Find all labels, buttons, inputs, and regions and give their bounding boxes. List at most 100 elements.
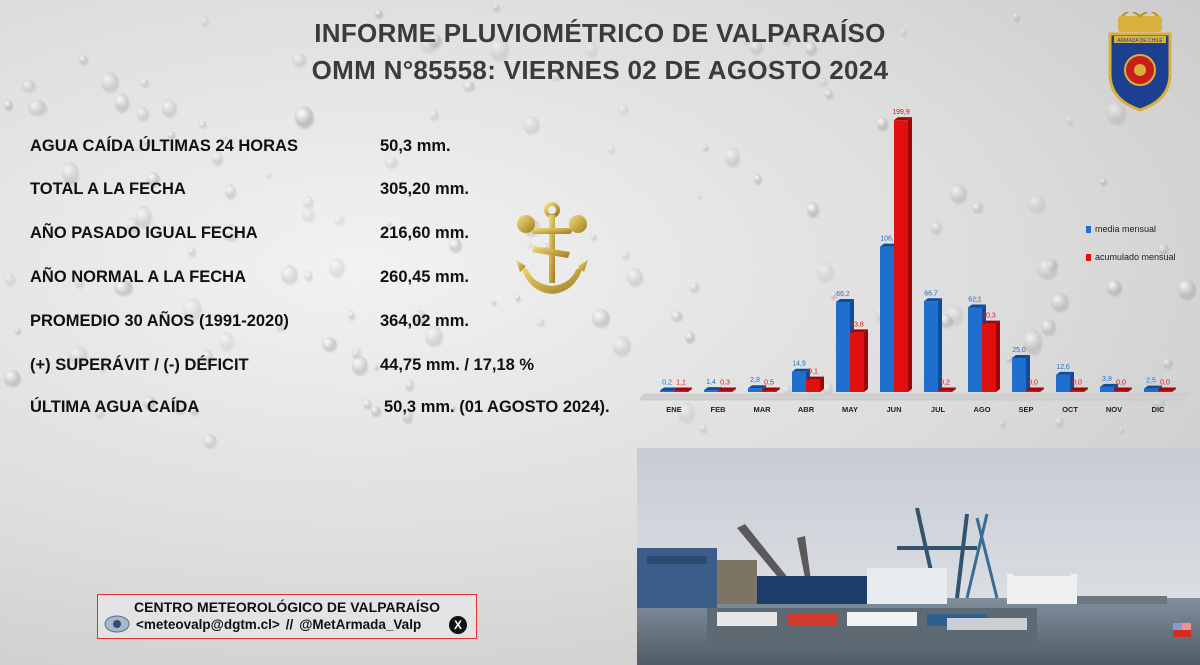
bar-side <box>1084 387 1088 392</box>
raindrop <box>1012 12 1019 20</box>
data-label: 66,7 <box>924 290 938 297</box>
bar-top <box>968 304 986 308</box>
bar-side <box>952 387 956 392</box>
raindrop <box>352 347 362 357</box>
stat-label: AÑO NORMAL A LA FECHA <box>30 268 247 286</box>
raindrop <box>147 171 160 186</box>
x-tick-label: ENE <box>666 405 681 414</box>
bar-side <box>996 320 1000 392</box>
raindrop <box>947 304 963 324</box>
bar-top <box>806 376 824 380</box>
footer-email[interactable]: <meteovalp@dgtm.cl> <box>136 617 280 632</box>
footer-handle[interactable]: @MetArmada_Valp <box>299 617 422 632</box>
bar-acumulado-mensual <box>762 390 776 392</box>
bar-media-mensual <box>660 390 674 392</box>
raindrop <box>68 345 87 363</box>
bar-top <box>1144 385 1162 389</box>
raindrop <box>404 379 414 390</box>
bar-acumulado-mensual <box>1070 390 1084 392</box>
bar-acumulado-mensual <box>894 120 908 393</box>
bar-top <box>748 385 766 389</box>
raindrop <box>824 88 832 98</box>
raindrop <box>3 370 20 385</box>
raindrop <box>462 80 475 91</box>
raindrop <box>302 195 313 208</box>
raindrop <box>724 146 739 166</box>
data-label: 0,2 <box>662 380 672 387</box>
raindrop <box>678 402 695 422</box>
raindrop <box>265 171 272 178</box>
raindrop <box>742 37 749 44</box>
raindrop <box>448 237 462 251</box>
data-label: 50,3 <box>982 313 996 320</box>
raindrop <box>1107 280 1122 295</box>
raindrop <box>161 98 177 116</box>
data-label: 0,0 <box>1028 380 1038 387</box>
raindrop <box>332 214 344 224</box>
raindrop <box>419 35 437 51</box>
raindrop <box>321 337 337 350</box>
bar-top <box>660 387 678 391</box>
bar-top <box>894 117 912 121</box>
emblem-text: ARMADA DE CHILE <box>1117 38 1163 44</box>
bar-acumulado-mensual <box>1026 390 1040 392</box>
raindrop <box>142 136 150 145</box>
email-badge-icon <box>104 615 130 633</box>
stat-value: 50,3 mm. <box>380 137 451 155</box>
raindrop <box>1028 194 1045 213</box>
data-label: 1,1 <box>676 380 686 387</box>
bar-acumulado-mensual <box>1114 390 1128 392</box>
bar-media-mensual <box>748 388 762 392</box>
footer-contact-line: <meteovalp@dgtm.cl> // @MetArmada_Valp <box>136 617 421 632</box>
raindrop <box>410 309 426 324</box>
raindrop <box>94 407 104 417</box>
chart-floor <box>640 393 1189 401</box>
raindrop <box>490 37 508 60</box>
raindrop <box>139 78 149 86</box>
anchor-emblem-icon <box>516 202 588 294</box>
bar-side <box>688 387 692 392</box>
stat-label: PROMEDIO 30 AÑOS (1991-2020) <box>30 312 289 330</box>
x-tick-label: NOV <box>1106 405 1122 414</box>
raindrop <box>301 208 315 220</box>
raindrop <box>805 41 816 54</box>
raindrop <box>1117 426 1124 433</box>
bar-media-mensual <box>792 371 806 392</box>
raindrop <box>1100 177 1106 185</box>
data-label: 0,3 <box>720 380 730 387</box>
legend-swatch <box>1086 254 1091 261</box>
raindrop <box>817 261 833 282</box>
bar-acumulado-mensual <box>938 390 952 392</box>
raindrop <box>347 309 355 319</box>
data-label: 2,8 <box>750 377 760 384</box>
raindrop <box>591 234 596 239</box>
raindrop <box>750 40 763 53</box>
bar-media-mensual <box>1100 386 1114 392</box>
bar-side <box>1128 387 1132 392</box>
raindrop <box>1023 328 1042 353</box>
x-logo-icon[interactable]: X <box>449 616 467 634</box>
raindrop <box>363 399 371 409</box>
bar-acumulado-mensual <box>806 379 820 392</box>
raindrop <box>328 257 344 277</box>
raindrop <box>21 80 35 91</box>
raindrop <box>393 67 401 76</box>
raindrop <box>708 63 717 75</box>
raindrop <box>621 250 630 259</box>
raindrop <box>1107 100 1125 124</box>
raindrop <box>1005 355 1012 361</box>
raindrop <box>999 419 1006 426</box>
bar-top <box>1158 387 1176 391</box>
raindrop <box>522 116 539 134</box>
x-tick-label: JUL <box>931 405 946 414</box>
raindrop <box>950 184 967 202</box>
bar-acumulado-mensual <box>674 390 688 392</box>
bar-media-mensual <box>924 301 938 392</box>
raindrop <box>931 220 941 233</box>
data-label: 12,6 <box>1056 364 1070 371</box>
data-label: 25,0 <box>1012 347 1026 354</box>
bar-top <box>880 243 898 247</box>
raindrop <box>627 268 642 285</box>
legend-swatch <box>1086 226 1091 233</box>
